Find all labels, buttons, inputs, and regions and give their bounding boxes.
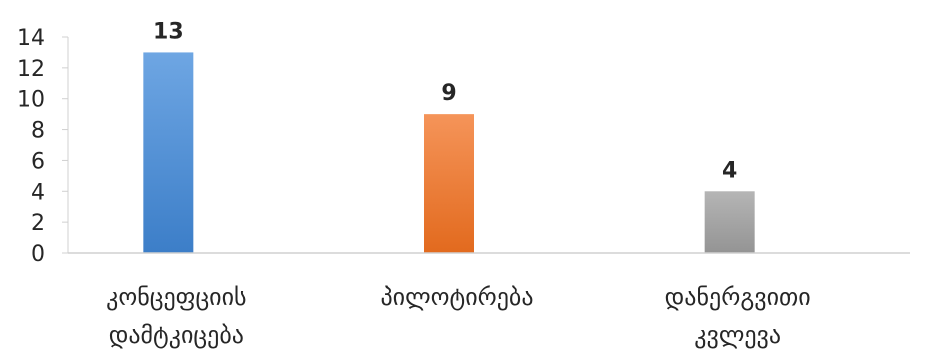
y-tick-label-6: 6: [31, 149, 45, 174]
y-axis: 0 2 4 6 8 10 12 14: [17, 26, 69, 267]
bar-2: [704, 191, 755, 253]
y-tick-label-12: 12: [17, 57, 45, 82]
data-label-0: 13: [153, 19, 184, 44]
bar-1: [424, 114, 474, 254]
y-tick-label-8: 8: [31, 119, 45, 144]
category-label-0-line-0: კონცეფციის: [106, 283, 246, 311]
bar-0: [143, 52, 194, 253]
x-axis: კონცეფციის დამტკიცება პილოტირება დანერგვითი…: [68, 252, 910, 349]
y-tick-label-2: 2: [31, 211, 45, 236]
data-label-2: 4: [722, 158, 737, 183]
data-label-1: 9: [441, 81, 456, 106]
bars: [143, 52, 755, 254]
category-label-2-line-0: დანერგვითი: [665, 283, 811, 311]
category-label-0-line-1: დამტკიცება: [109, 321, 244, 349]
y-tick-label-0: 0: [31, 242, 45, 267]
data-labels: 13 9 4: [153, 19, 737, 183]
y-tick-label-4: 4: [31, 180, 45, 205]
y-tick-label-14: 14: [17, 26, 45, 51]
category-label-1-line-0: პილოტირება: [380, 283, 533, 311]
category-label-2-line-1: კვლევა: [694, 321, 781, 349]
y-tick-label-10: 10: [17, 88, 45, 113]
